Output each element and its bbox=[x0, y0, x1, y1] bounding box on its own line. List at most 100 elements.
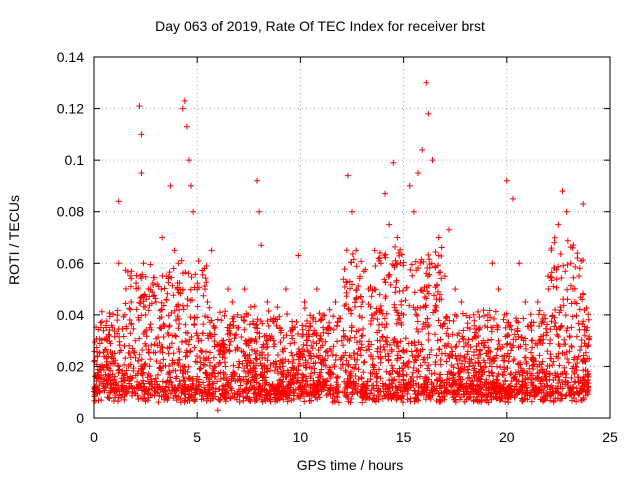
roti-point bbox=[114, 317, 121, 324]
roti-peak-point bbox=[101, 376, 108, 383]
roti-point bbox=[371, 310, 378, 317]
roti-point bbox=[114, 388, 121, 395]
roti-point bbox=[319, 342, 326, 349]
roti-point bbox=[570, 274, 577, 281]
roti-point bbox=[226, 322, 233, 329]
roti-point bbox=[222, 308, 229, 315]
roti-point bbox=[106, 389, 113, 396]
roti-point bbox=[331, 398, 338, 405]
roti-point bbox=[96, 382, 103, 389]
roti-point bbox=[104, 382, 111, 389]
roti-point bbox=[540, 319, 547, 326]
roti-point bbox=[575, 379, 582, 386]
roti-point bbox=[387, 281, 394, 288]
roti-point bbox=[262, 374, 269, 381]
roti-point bbox=[142, 388, 149, 395]
roti-point bbox=[373, 374, 380, 381]
roti-point bbox=[362, 391, 369, 398]
roti-point bbox=[438, 244, 445, 251]
roti-point bbox=[515, 319, 522, 326]
roti-point bbox=[217, 309, 224, 316]
roti-point bbox=[158, 314, 165, 321]
roti-point bbox=[311, 327, 318, 334]
roti-point bbox=[445, 340, 452, 347]
roti-point bbox=[352, 303, 359, 310]
roti-point bbox=[573, 367, 580, 374]
roti-point bbox=[414, 391, 421, 398]
roti-point bbox=[148, 342, 155, 349]
roti-point bbox=[352, 287, 359, 294]
roti-point bbox=[107, 348, 114, 355]
roti-point bbox=[477, 346, 484, 353]
roti-point bbox=[580, 396, 587, 403]
roti-point bbox=[359, 399, 366, 406]
roti-point bbox=[464, 348, 471, 355]
roti-point bbox=[338, 354, 345, 361]
roti-point bbox=[552, 385, 559, 392]
roti-point bbox=[193, 377, 200, 384]
roti-peak-point bbox=[179, 105, 186, 112]
roti-point bbox=[297, 383, 304, 390]
roti-point bbox=[214, 316, 221, 323]
roti-point bbox=[550, 265, 557, 272]
roti-point bbox=[352, 386, 359, 393]
roti-point bbox=[581, 323, 588, 330]
roti-point bbox=[445, 333, 452, 340]
roti-point bbox=[128, 275, 135, 282]
roti-point bbox=[92, 389, 99, 396]
roti-point bbox=[210, 385, 217, 392]
roti-point bbox=[481, 344, 488, 351]
roti-point bbox=[214, 378, 221, 385]
roti-point bbox=[149, 289, 156, 296]
roti-point bbox=[388, 380, 395, 387]
roti-point bbox=[236, 399, 243, 406]
roti-point bbox=[294, 377, 301, 384]
roti-point bbox=[292, 324, 299, 331]
roti-point bbox=[415, 397, 422, 404]
roti-point bbox=[466, 314, 473, 321]
roti-point bbox=[379, 321, 386, 328]
roti-point bbox=[561, 364, 568, 371]
roti-point bbox=[580, 291, 587, 298]
roti-point bbox=[359, 381, 366, 388]
roti-point bbox=[514, 325, 521, 332]
roti-point bbox=[421, 359, 428, 366]
roti-point bbox=[523, 360, 530, 367]
roti-point bbox=[104, 358, 111, 365]
roti-point bbox=[465, 336, 472, 343]
roti-point bbox=[308, 365, 315, 372]
roti-point bbox=[575, 374, 582, 381]
roti-point bbox=[387, 371, 394, 378]
roti-point bbox=[392, 243, 399, 250]
roti-point bbox=[153, 378, 160, 385]
roti-point bbox=[390, 377, 397, 384]
roti-point bbox=[280, 367, 287, 374]
roti-point bbox=[527, 392, 534, 399]
roti-point bbox=[273, 361, 280, 368]
roti-point bbox=[320, 381, 327, 388]
roti-point bbox=[151, 384, 158, 391]
roti-point bbox=[542, 373, 549, 380]
roti-point bbox=[119, 370, 126, 377]
roti-point bbox=[573, 312, 580, 319]
roti-point bbox=[307, 312, 314, 319]
roti-point bbox=[413, 367, 420, 374]
roti-point bbox=[97, 324, 104, 331]
roti-point bbox=[123, 390, 130, 397]
roti-peak-point bbox=[551, 239, 558, 246]
roti-point bbox=[432, 249, 439, 256]
roti-point bbox=[106, 374, 113, 381]
roti-point bbox=[389, 385, 396, 392]
roti-point bbox=[98, 397, 105, 404]
roti-point bbox=[132, 390, 139, 397]
roti-point bbox=[444, 371, 451, 378]
roti-point bbox=[411, 342, 418, 349]
roti-point bbox=[158, 286, 165, 293]
roti-point bbox=[101, 336, 108, 343]
roti-point bbox=[227, 383, 234, 390]
roti-point bbox=[451, 311, 458, 318]
roti-point bbox=[561, 336, 568, 343]
roti-point bbox=[109, 324, 116, 331]
roti-point bbox=[542, 325, 549, 332]
